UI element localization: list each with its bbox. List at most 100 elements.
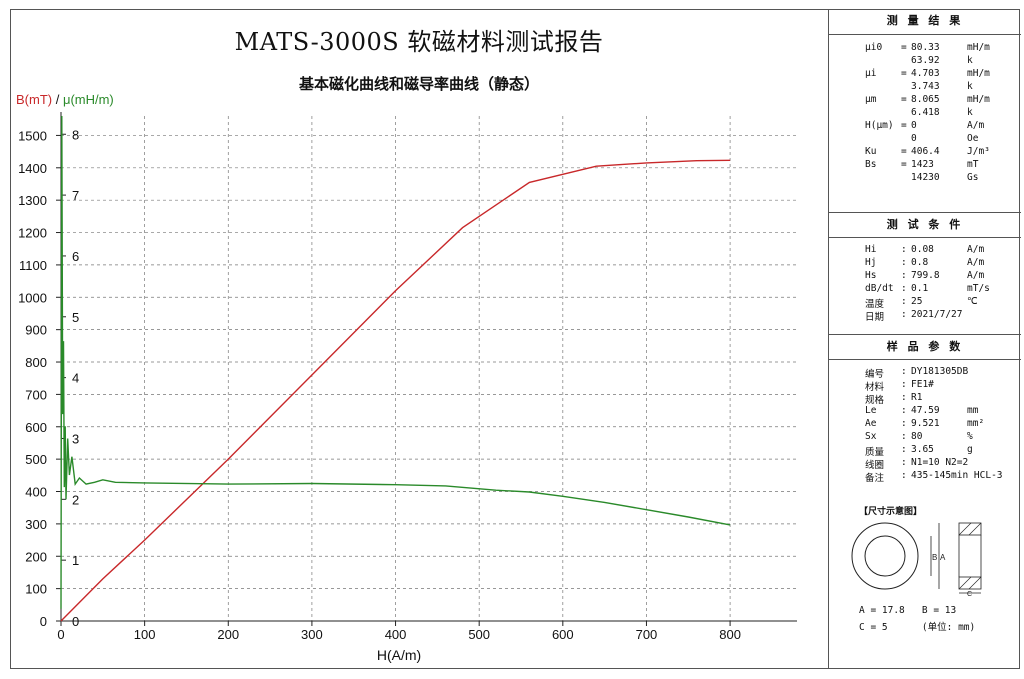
core-inner-ring [864,535,906,577]
sample-row-key: 编号 [865,369,885,380]
y-tick-label-mu: 3 [72,431,79,446]
measure-row-unit: k [967,55,973,66]
measure-row-value: 63.92 [911,55,940,66]
measure-row-sep: = [901,68,907,79]
measure-row-unit: k [967,81,973,92]
y-tick-label-left: 400 [25,485,47,500]
dim-values-1: A = 17.8 B = 13 [859,605,957,616]
sample-row-sep: : [901,405,907,416]
sample-row-sep: : [901,379,907,390]
sample-row-value: N1=10 N2=2 [911,457,969,468]
conditions-row-unit: A/m [967,244,985,255]
x-tick-label: 200 [217,627,239,642]
sample-row-value: 47.59 [911,405,940,416]
core-dimension-diagram: B A C [851,522,982,597]
conditions-row-unit: mT/s [967,283,990,294]
y-tick-label-mu: 5 [72,310,79,325]
y-axis-label-separator: / [52,92,63,107]
x-tick-label: 300 [301,627,323,642]
y-tick-label-mu: 7 [72,188,79,203]
conditions-row-value: 799.8 [911,270,940,281]
conditions-row-key: 日期 [865,312,885,323]
x-tick-label: 400 [385,627,407,642]
sample-row-sep: : [901,366,907,377]
core-section-top [958,522,982,536]
hatch-top-2 [968,522,982,536]
conditions-row-value: 0.8 [911,257,929,268]
conditions-row-sep: : [901,257,907,268]
conditions-row-sep: : [901,296,907,307]
sample-row-value: DY181305DB [911,366,969,377]
y-tick-label-left: 700 [25,387,47,402]
conditions-row-sep: : [901,283,907,294]
x-tick-label: 800 [719,627,741,642]
y-tick-label-left: 1100 [19,258,47,273]
sample-row-value: FE1# [911,379,934,390]
measure-row-value: 80.33 [911,42,940,53]
measure-row-value: 4.703 [911,68,940,79]
sample-row-sep: : [901,444,907,455]
y-tick-label-mu: 1 [72,553,79,568]
y-tick-label-left: 800 [25,355,47,370]
measure-row-sep: = [901,120,907,131]
conditions-row-sep: : [901,270,907,281]
y-tick-label-left: 1400 [18,161,47,176]
conditions-header: 测 试 条 件 [829,212,1021,238]
measure-row-value: 0 [911,120,917,131]
conditions-row-key: Hj [865,257,877,268]
y-tick-label-left: 1300 [18,193,47,208]
sample-row-sep: : [901,392,907,403]
measure-row-value: 8.065 [911,94,940,105]
x-tick-label: 600 [552,627,574,642]
sample-row-unit: g [967,444,973,455]
sample-row-sep: : [901,457,907,468]
report-title: MATS-3000S 软磁材料测试报告 [234,28,604,56]
y-tick-label-mu: 0 [72,614,79,629]
measure-row-sep: = [901,159,907,170]
sample-header: 样 品 参 数 [829,334,1021,360]
report-subtitle: 基本磁化曲线和磁导率曲线（静态） [298,75,539,93]
y-tick-label-mu: 4 [72,371,79,386]
y-axis-label: B(mT) / μ(mH/m) [16,92,114,107]
conditions-row-value: 2021/7/27 [911,309,963,320]
report-frame [10,9,1020,669]
conditions-row-key: dB/dt [865,283,894,294]
x-tick-label: 0 [57,627,64,642]
sample-row-key: 线圈 [865,460,885,471]
dim-label-b: B [932,553,937,562]
y-axis-label-right: μ(mH/m) [62,92,114,107]
measure-row-unit: k [967,107,973,118]
measure-row-key: Ku [865,146,877,157]
measure-row-value: 14230 [911,172,940,183]
sample-row-value: 435-145min HCL-3 [911,470,1003,481]
sample-row-key: 备注 [865,473,885,484]
conditions-row-value: 25 [911,296,923,307]
core-section-bottom [958,576,982,590]
measure-row-unit: mH/m [967,68,990,79]
measure-row-sep: = [901,42,907,53]
core-outer-ring [851,522,919,590]
y-tick-label-mu: 8 [72,127,79,142]
sample-row-key: Ae [865,418,877,429]
x-tick-label: 700 [636,627,658,642]
measure-row-sep: = [901,146,907,157]
sample-row-key: 质量 [865,447,885,458]
measure-row-unit: Gs [967,172,979,183]
sample-row-key: 材料 [865,382,885,393]
measure-row-unit: A/m [967,120,985,131]
conditions-row-unit: A/m [967,257,985,268]
conditions-row-unit: ℃ [967,296,978,307]
measure-row-value: 406.4 [911,146,940,157]
sample-row-value: R1 [911,392,923,403]
dim-label-a: A [940,553,946,562]
sample-row-key: Sx [865,431,877,442]
measure-row-key: Bs [865,159,877,170]
diagram-title: 【尺寸示意图】 [859,507,923,517]
sample-row-sep: : [901,418,907,429]
measure-row-value: 6.418 [911,107,940,118]
measure-row-value: 1423 [911,159,934,170]
hatch-bottom-1 [958,576,972,590]
measure-row-unit: mH/m [967,94,990,105]
measure-row-value: 0 [911,133,917,144]
y-tick-label-mu: 2 [72,492,79,507]
